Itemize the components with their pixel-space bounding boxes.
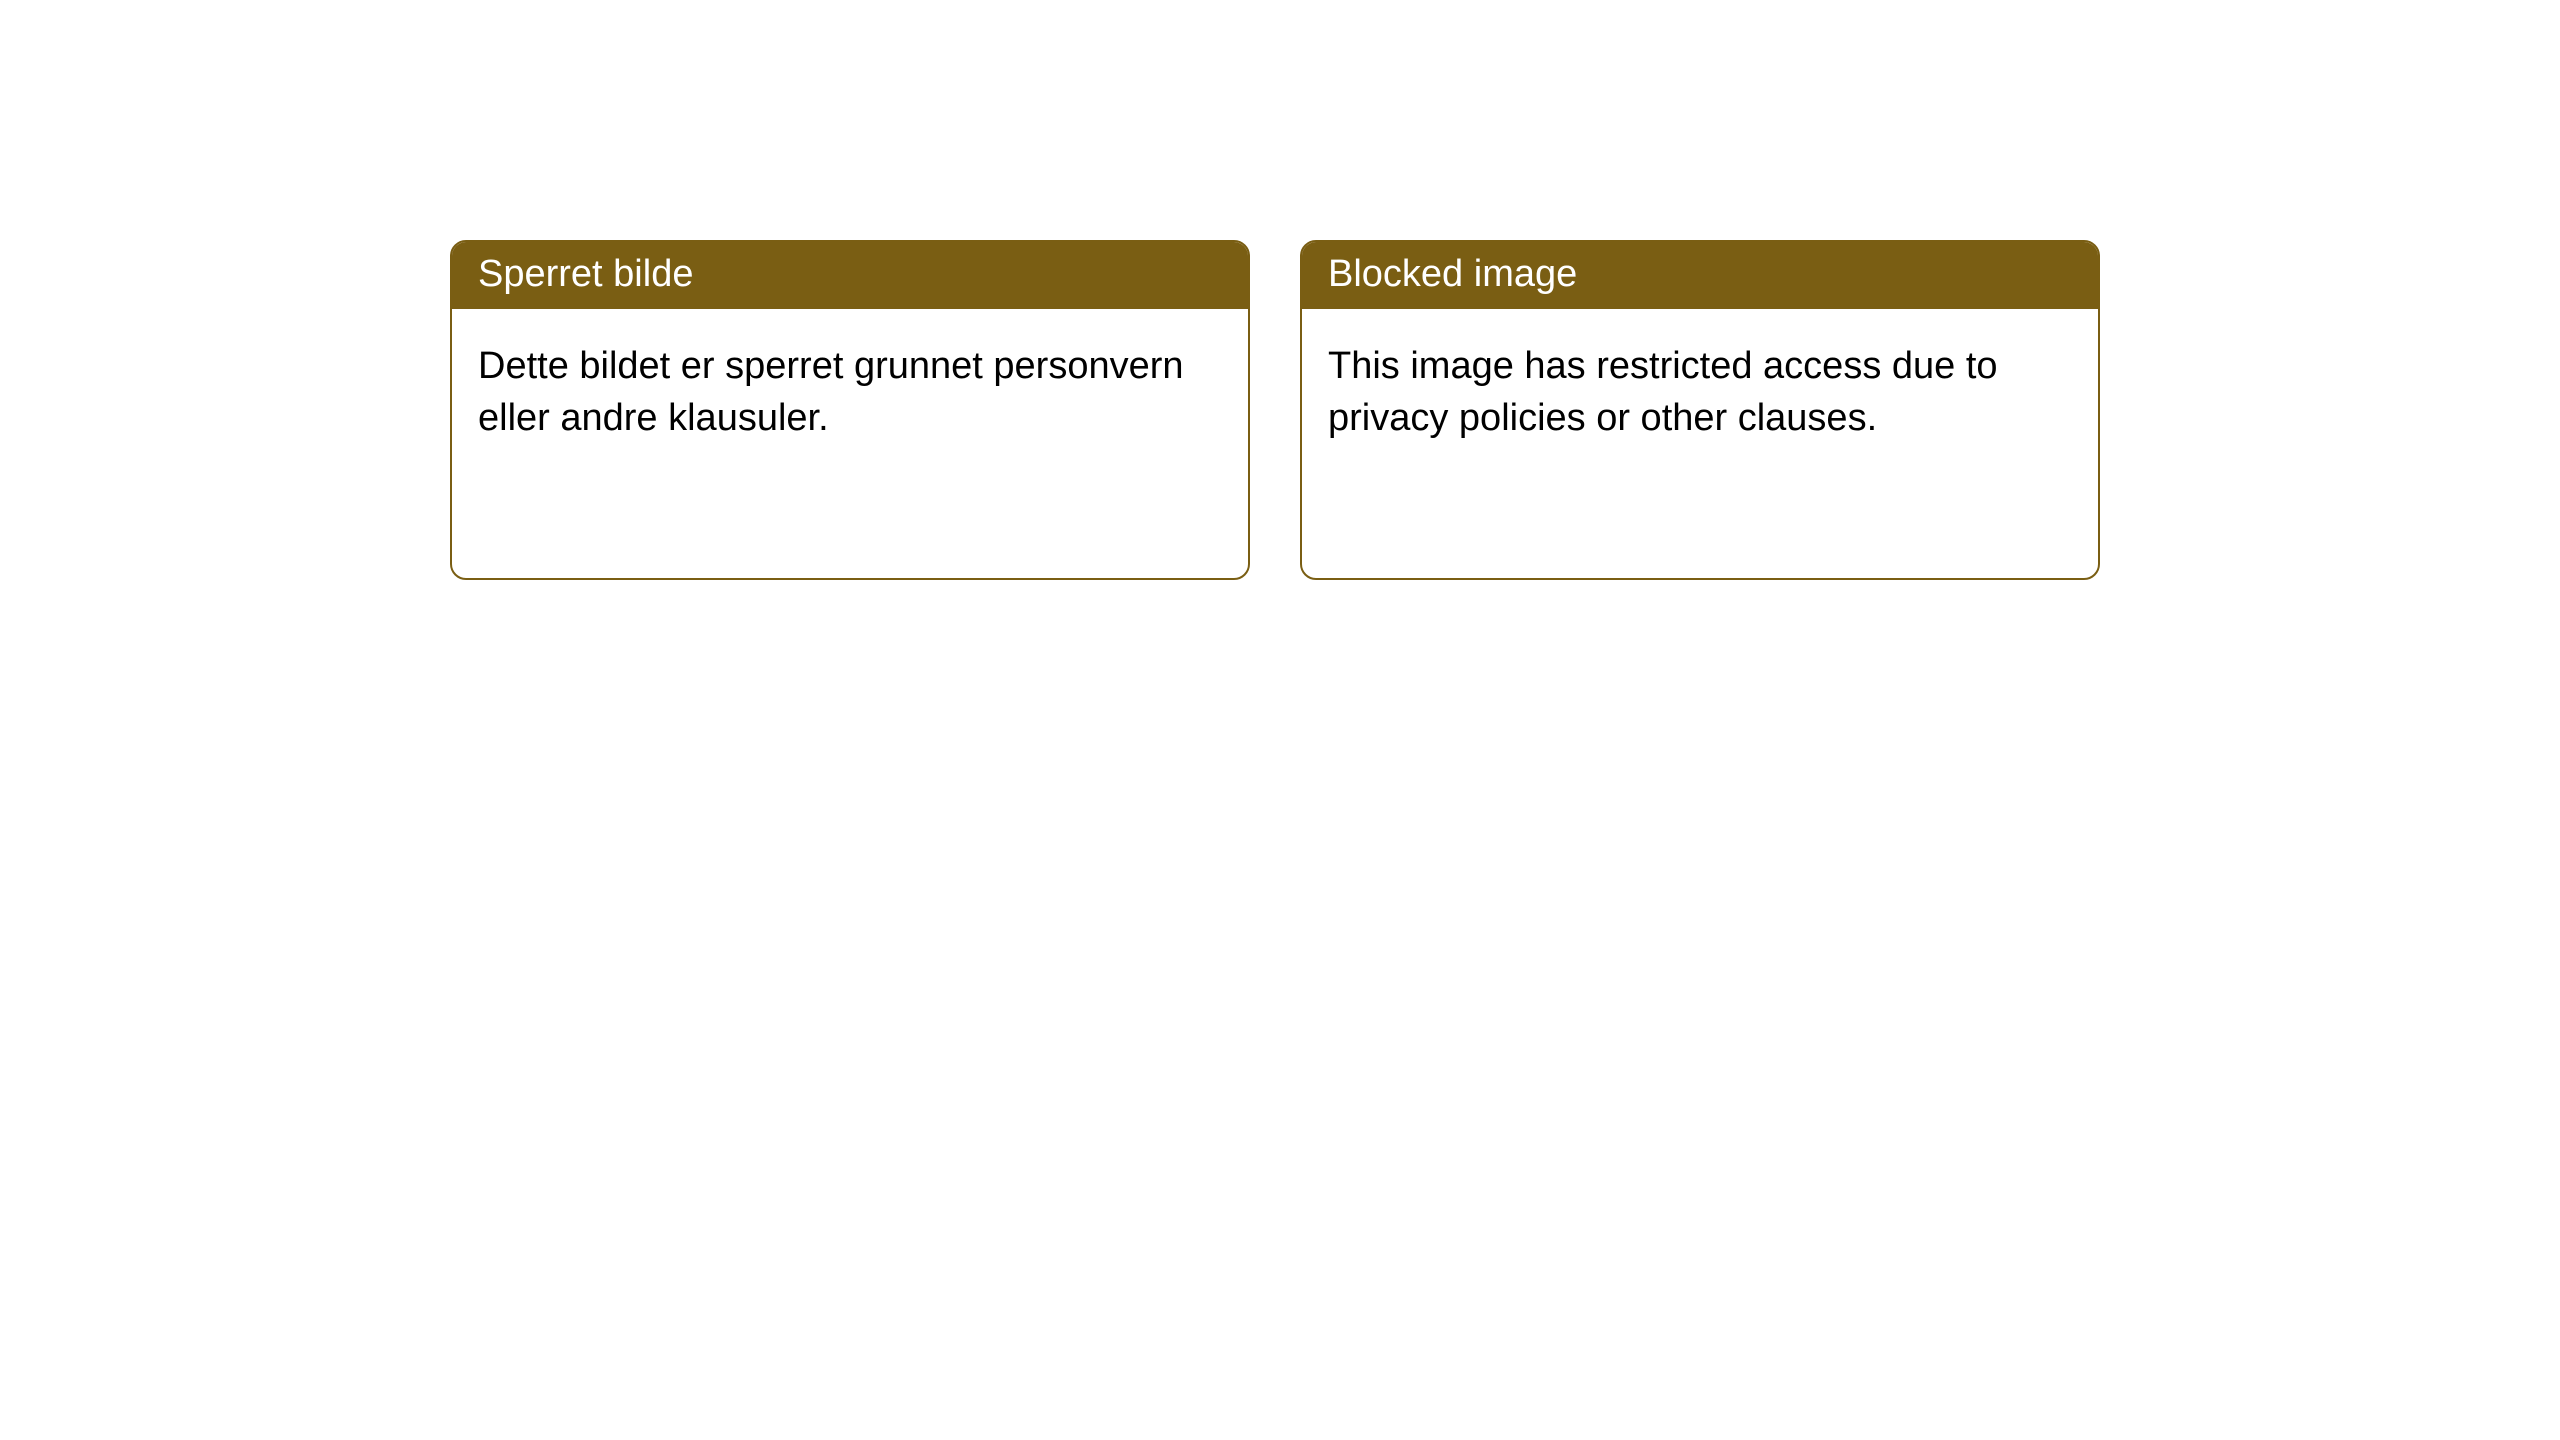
notice-header: Sperret bilde: [452, 242, 1248, 309]
notice-container: Sperret bilde Dette bildet er sperret gr…: [450, 240, 2100, 580]
notice-body: This image has restricted access due to …: [1302, 309, 2098, 476]
notice-card-norwegian: Sperret bilde Dette bildet er sperret gr…: [450, 240, 1250, 580]
notice-body: Dette bildet er sperret grunnet personve…: [452, 309, 1248, 476]
notice-header: Blocked image: [1302, 242, 2098, 309]
notice-card-english: Blocked image This image has restricted …: [1300, 240, 2100, 580]
